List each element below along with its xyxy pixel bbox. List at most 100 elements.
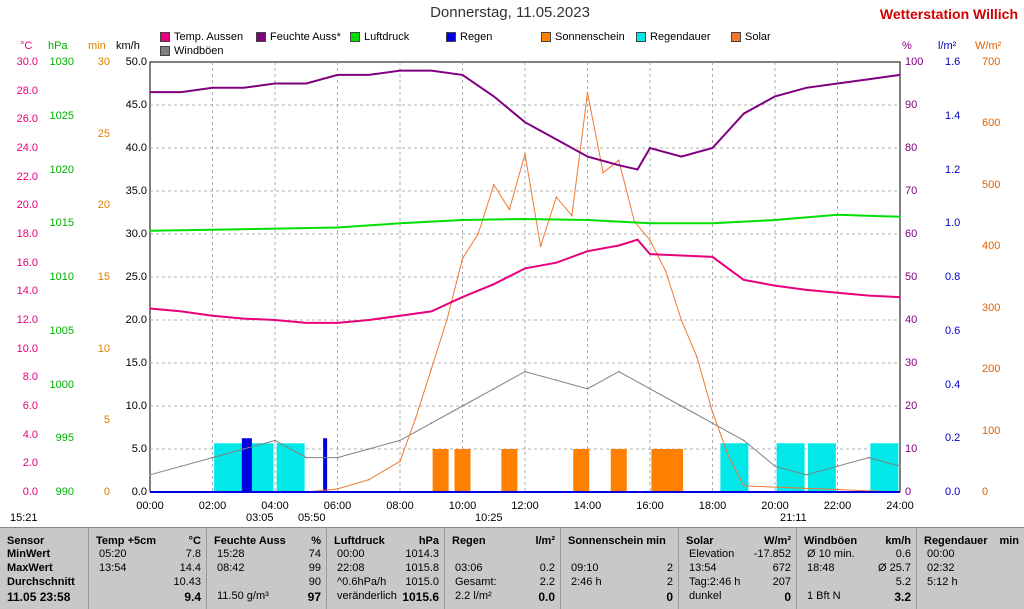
table-cell-label: 03:06 xyxy=(455,562,483,574)
series-windgusts-point xyxy=(524,370,526,373)
series-pressure-point xyxy=(649,222,651,225)
legend-label: Regen xyxy=(460,31,493,43)
series-humidity-point xyxy=(711,147,714,149)
x-axis-tick: 02:00 xyxy=(198,500,227,512)
table-cell-value: 74 xyxy=(308,548,321,560)
temp-axis-tick: 20.0 xyxy=(16,199,38,212)
table-cell-label: 1 Bft N xyxy=(807,590,841,602)
table-header: Feuchte Auss xyxy=(214,535,286,547)
series-solar-point xyxy=(367,478,370,481)
series-pressure-point xyxy=(461,219,464,221)
series-humidity-point xyxy=(867,78,870,80)
table-cell-value: 0 xyxy=(784,590,791,604)
series-solar xyxy=(150,92,901,493)
series-solar-point xyxy=(446,319,448,321)
series-humidity-point xyxy=(586,155,589,158)
temp-axis-tick: 30.0 xyxy=(16,56,38,68)
table-cell-label: veränderlich xyxy=(337,590,397,602)
row-label: MaxWert xyxy=(7,562,53,574)
series-windgusts-point xyxy=(149,474,151,476)
sun-time-label: 15:21 xyxy=(10,512,38,524)
series-humidity-point xyxy=(461,74,464,76)
wind-axis-tick: 5.0 xyxy=(131,443,147,455)
series-windgusts-point xyxy=(492,388,495,390)
table-column: Regendauer min 00:00 02:32 5:12 h xyxy=(916,528,1024,609)
table-cell-value: 5.2 xyxy=(895,576,911,588)
humidity-axis-tick: 10 xyxy=(905,443,918,455)
legend-swatch xyxy=(160,32,170,42)
temp-axis-tick: 10.0 xyxy=(16,342,38,355)
series-humidity-point xyxy=(274,82,276,85)
table-header: Windböen xyxy=(804,535,858,547)
series-humidity-point xyxy=(149,91,151,93)
sunshine-bar xyxy=(651,449,668,492)
series-humidity-point xyxy=(742,112,745,115)
rain-axis-tick: 1.6 xyxy=(945,56,961,68)
series-temperature xyxy=(149,238,901,324)
table-cell-label: dunkel xyxy=(689,590,722,602)
series-humidity-point xyxy=(430,69,433,72)
rain-axis-tick: 1.2 xyxy=(945,163,961,176)
legend-label: Solar xyxy=(745,31,771,43)
sun-time-label: 21:11 xyxy=(780,512,807,524)
table-cell-value: 9.4 xyxy=(184,590,201,604)
table-column: Sensor MinWert MaxWert Durchschnitt 11.05 23… xyxy=(0,528,88,609)
table-cell-value: 1015.6 xyxy=(402,590,439,604)
series-windgusts-point xyxy=(242,448,245,450)
pressure-axis-tick: 990 xyxy=(55,486,74,498)
table-cell-value: 3.2 xyxy=(894,590,911,604)
legend-label: Windböen xyxy=(174,45,224,57)
series-temperature-point xyxy=(711,256,714,258)
series-windgusts-point xyxy=(649,388,651,390)
series-temperature-point xyxy=(867,294,870,297)
series-windgusts-point xyxy=(461,405,464,407)
pressure-axis-tick: 1000 xyxy=(49,378,74,391)
x-axis-tick: 14:00 xyxy=(573,500,602,512)
series-pressure-point xyxy=(399,222,401,225)
humidity-axis-tick: 40 xyxy=(905,314,918,326)
temp-axis-tick: 2.0 xyxy=(22,457,38,470)
table-cell-label: 08:42 xyxy=(217,562,245,574)
table-cell-label: 22:08 xyxy=(337,562,365,574)
series-windgusts-point xyxy=(867,456,870,459)
table-cell-value: Ø 25.7 xyxy=(877,562,911,574)
humidity-axis-tick: 20 xyxy=(905,400,918,412)
solar-axis-tick: 100 xyxy=(982,424,1001,437)
table-column: Regen l/m² 03:06 0.2 Gesamt: 2.2 2.2 l/m² 0.0 xyxy=(444,528,561,609)
temp-axis-tick: 4.0 xyxy=(22,428,38,441)
series-humidity-point xyxy=(367,74,370,76)
pressure-axis-tick: 1015 xyxy=(49,217,74,230)
series-temperature-point xyxy=(149,307,151,310)
sun-time-label: 03:05 xyxy=(246,512,274,524)
table-column: Windböen km/h Ø 10 min. 0.6 18:48 Ø 25.7 5.2 1 … xyxy=(796,528,917,609)
temp-axis-tick: 26.0 xyxy=(16,113,38,126)
table-cell-label: Tag:2:46 h xyxy=(689,576,741,588)
table-cell-value: 10.43 xyxy=(173,576,201,588)
series-temperature-point xyxy=(742,279,745,281)
table-column: Temp +5cm °C 05:20 7.8 13:54 14.4 10.43 9.4 xyxy=(88,528,207,609)
sun-time-label: 05:50 xyxy=(298,512,326,524)
temp-axis-tick: 24.0 xyxy=(16,142,38,154)
temp-axis-tick: 18.0 xyxy=(16,228,38,240)
series-temperature-point xyxy=(399,314,401,317)
series-solar-point xyxy=(414,417,417,420)
table-cell-value: 1014.3 xyxy=(405,548,439,560)
table-header: Temp +5cm xyxy=(96,535,157,547)
series-humidity-point xyxy=(180,91,183,93)
humidity-axis-tick: 50 xyxy=(905,271,918,283)
table-cell-label: 2:46 h xyxy=(571,576,602,588)
series-windgusts-point xyxy=(617,370,620,373)
series-solar-point xyxy=(649,239,651,241)
rain-axis-tick: 1.0 xyxy=(945,217,961,230)
x-axis-tick: 00:00 xyxy=(136,500,164,512)
table-cell-label: 5:12 h xyxy=(927,576,958,588)
summary-table: Sensor MinWert MaxWert Durchschnitt 11.05 23… xyxy=(0,527,1024,609)
series-windgusts-point xyxy=(805,474,808,476)
series-windgusts-point xyxy=(274,439,276,442)
wind-axis-tick: 50.0 xyxy=(125,56,147,68)
legend-swatch xyxy=(636,32,646,42)
station-name: Wetterstation Willich xyxy=(879,6,1018,22)
sunshine-bar xyxy=(573,449,590,492)
table-cell-label: 02:32 xyxy=(927,562,955,574)
series-pressure-point xyxy=(336,226,339,229)
